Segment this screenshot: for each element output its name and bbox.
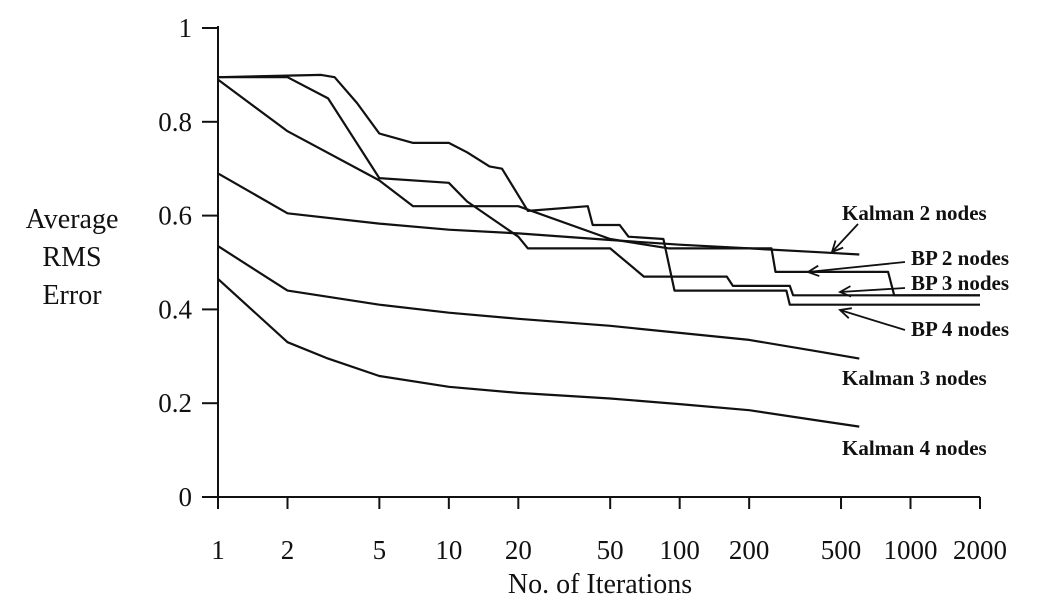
annotation-arrow (839, 309, 906, 331)
x-tick-label: 5 (373, 535, 387, 565)
y-axis-title-line: RMS (42, 242, 101, 273)
y-axis-title-line: Average (26, 204, 119, 235)
axes: 0 0.2 0.4 0.6 0.8 1 1 2 5 10 20 50 100 200 500 1000 2000… (26, 13, 1007, 600)
y-tick-label: 0.2 (158, 388, 192, 418)
series-line-kalman-3-nodes (217, 245, 860, 360)
x-tick-label: 500 (821, 535, 862, 565)
y-tick-label: 0.6 (158, 201, 192, 231)
series-line-bp-2-nodes (217, 78, 980, 297)
annotation-arrowhead (838, 307, 852, 319)
annotation-label: Kalman 3 nodes (842, 366, 987, 390)
annotation-arrowhead (837, 285, 852, 298)
annotation-arrowhead (830, 240, 844, 254)
series-line-kalman-4-nodes (217, 278, 860, 428)
x-tick-label: 1 (211, 535, 225, 565)
annotation-label: Kalman 2 nodes (842, 201, 987, 225)
x-tick-label: 2 (281, 535, 295, 565)
annotation-label: Kalman 4 nodes (842, 436, 987, 460)
annotation-arrow (839, 287, 906, 293)
x-tick-label: 200 (729, 535, 770, 565)
annotation-arrow (831, 223, 859, 253)
annotation-arrowhead (805, 264, 820, 277)
x-tick-label: 10 (435, 535, 462, 565)
series-layer (217, 73, 980, 428)
x-tick-label: 100 (659, 535, 700, 565)
annotation-label: BP 4 nodes (911, 317, 1009, 341)
x-tick-label: 20 (505, 535, 532, 565)
y-axis-title-line: Error (42, 280, 102, 311)
y-tick-label: 1 (179, 13, 193, 43)
annotation-label: BP 2 nodes (911, 246, 1009, 270)
y-tick-label: 0.8 (158, 107, 192, 137)
y-tick-label: 0 (179, 482, 193, 512)
y-tick-label: 0.4 (158, 294, 192, 324)
series-line-bp-3-nodes (218, 76, 980, 297)
x-tick-label: 50 (597, 535, 624, 565)
series-line-bp-4-nodes (217, 73, 980, 306)
series-line-kalman-2-nodes (217, 172, 860, 256)
annotation-arrow (807, 261, 906, 273)
x-tick-label: 2000 (953, 535, 1007, 565)
x-tick-label: 1000 (884, 535, 938, 565)
x-axis-title: No. of Iterations (508, 569, 692, 600)
annotation-label: BP 3 nodes (911, 271, 1009, 295)
